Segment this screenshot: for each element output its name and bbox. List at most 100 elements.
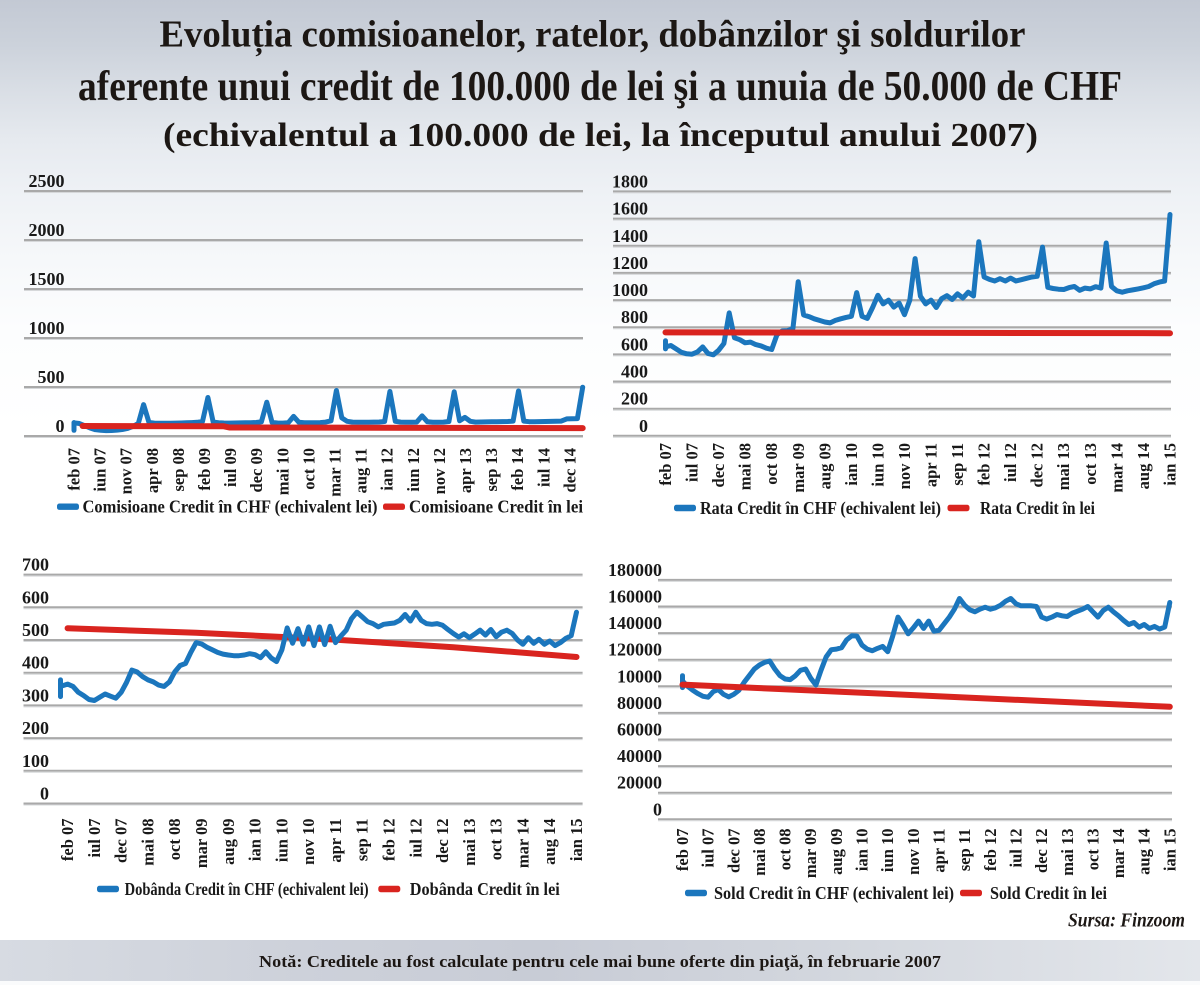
svg-text:mai 08: mai 08 [139,819,158,866]
svg-text:ian 12: ian 12 [378,448,397,491]
svg-text:feb 12: feb 12 [981,829,1000,872]
svg-text:iun 12: iun 12 [404,448,423,492]
svg-text:600: 600 [621,334,648,354]
svg-text:Evoluția comisioanelor, ratelo: Evoluția comisioanelor, ratelor, dobânzi… [160,14,1026,57]
svg-text:1000: 1000 [29,318,65,338]
svg-text:apr 08: apr 08 [143,448,162,493]
svg-text:dec 14: dec 14 [560,448,579,492]
svg-text:500: 500 [22,620,49,640]
svg-text:20000: 20000 [617,773,662,793]
svg-text:feb 07: feb 07 [656,443,675,486]
svg-text:aug 11: aug 11 [352,448,371,493]
svg-text:160000: 160000 [608,587,662,607]
svg-text:feb 09: feb 09 [195,448,214,491]
svg-text:oct 08: oct 08 [762,443,781,485]
svg-text:Dobânda Credit în CHF (echival: Dobânda Credit în CHF (echivalent lei) [125,879,369,899]
svg-text:mar 09: mar 09 [192,819,211,869]
svg-text:Comisioane Credit în CHF (echi: Comisioane Credit în CHF (echivalent lei… [83,497,378,517]
svg-text:1800: 1800 [612,171,648,191]
svg-text:600: 600 [22,587,49,607]
svg-text:mar 09: mar 09 [789,443,808,493]
svg-text:iun 10: iun 10 [868,443,887,487]
svg-text:Rata Credit în lei: Rata Credit în lei [980,498,1095,518]
svg-text:dec 12: dec 12 [1028,443,1047,487]
svg-text:mai 13: mai 13 [460,819,479,866]
svg-text:10000: 10000 [617,666,662,686]
svg-text:aug 09: aug 09 [827,829,846,875]
svg-text:0: 0 [56,416,65,436]
svg-text:apr 13: apr 13 [456,448,475,493]
svg-text:dec 07: dec 07 [112,819,131,863]
svg-text:2500: 2500 [29,171,65,191]
svg-text:sep 11: sep 11 [955,829,974,872]
svg-text:0: 0 [653,799,662,819]
svg-text:feb 12: feb 12 [975,443,994,486]
svg-text:(echivalentul a 100.000 de lei: (echivalentul a 100.000 de lei, la încep… [163,117,1038,154]
svg-text:aug 14: aug 14 [1135,829,1154,875]
svg-text:aug 09: aug 09 [815,443,834,489]
svg-text:Rata Credit în CHF (echivalent: Rata Credit în CHF (echivalent lei) [700,498,941,518]
svg-text:aug 14: aug 14 [1134,443,1153,489]
svg-text:400: 400 [621,362,648,382]
svg-text:feb 14: feb 14 [508,448,527,491]
svg-text:iul 09: iul 09 [221,448,240,487]
svg-text:300: 300 [22,685,49,705]
svg-text:oct 10: oct 10 [299,448,318,490]
svg-text:iul 12: iul 12 [406,819,425,858]
svg-text:iul 07: iul 07 [683,443,702,482]
svg-text:iun 10: iun 10 [272,819,291,863]
svg-text:mar 09: mar 09 [801,829,820,879]
svg-text:sep 11: sep 11 [353,819,372,862]
svg-text:Sursa: Finzoom: Sursa: Finzoom [1068,910,1185,932]
svg-text:400: 400 [22,653,49,673]
svg-text:800: 800 [621,307,648,327]
svg-text:iun 10: iun 10 [878,829,897,873]
svg-text:mai 08: mai 08 [750,829,769,876]
svg-text:Notă: Creditele au fost calcul: Notă: Creditele au fost calculate pentru… [259,952,941,971]
svg-text:nov 10: nov 10 [299,819,318,865]
svg-text:dec 12: dec 12 [433,819,452,863]
svg-text:mar 11: mar 11 [326,448,345,497]
svg-text:iul 07: iul 07 [699,829,718,868]
svg-text:1500: 1500 [29,269,65,289]
svg-text:40000: 40000 [617,746,662,766]
svg-text:0: 0 [40,784,49,804]
svg-text:sep 11: sep 11 [948,443,967,486]
svg-text:120000: 120000 [608,640,662,660]
svg-text:0: 0 [639,416,648,436]
svg-text:mai 13: mai 13 [1058,829,1077,876]
svg-text:1000: 1000 [612,280,648,300]
svg-text:oct 13: oct 13 [487,819,506,861]
svg-text:sep 08: sep 08 [169,448,188,492]
svg-text:Sold Credit în lei: Sold Credit în lei [990,883,1107,903]
svg-text:feb 12: feb 12 [380,819,399,862]
svg-text:mar 14: mar 14 [513,819,532,869]
svg-text:ian 15: ian 15 [1160,829,1179,872]
svg-text:nov 12: nov 12 [430,448,449,494]
svg-text:100: 100 [22,751,49,771]
svg-text:700: 700 [22,555,49,575]
svg-text:1200: 1200 [612,253,648,273]
svg-text:Dobânda Credit în lei: Dobânda Credit în lei [410,879,560,899]
svg-text:oct 13: oct 13 [1081,443,1100,485]
svg-text:mai 10: mai 10 [273,448,292,495]
svg-text:60000: 60000 [617,720,662,740]
svg-text:2000: 2000 [29,220,65,240]
svg-text:apr 11: apr 11 [930,829,949,873]
svg-text:mar 14: mar 14 [1107,443,1126,493]
svg-text:iun 07: iun 07 [91,448,110,492]
svg-text:nov 10: nov 10 [895,443,914,489]
svg-text:iul 07: iul 07 [85,819,104,858]
svg-text:Comisioane Credit în lei: Comisioane Credit în lei [409,497,583,517]
svg-text:apr 11: apr 11 [326,819,345,863]
svg-text:oct 08: oct 08 [776,829,795,871]
svg-text:dec 09: dec 09 [247,448,266,492]
svg-text:mai 13: mai 13 [1054,443,1073,490]
svg-text:iul 14: iul 14 [534,448,553,487]
svg-text:aug 14: aug 14 [540,819,559,865]
svg-text:1400: 1400 [612,226,648,246]
svg-text:dec 07: dec 07 [724,829,743,873]
svg-text:ian 15: ian 15 [567,819,586,862]
svg-text:feb 07: feb 07 [673,829,692,872]
svg-text:apr 11: apr 11 [922,443,941,487]
